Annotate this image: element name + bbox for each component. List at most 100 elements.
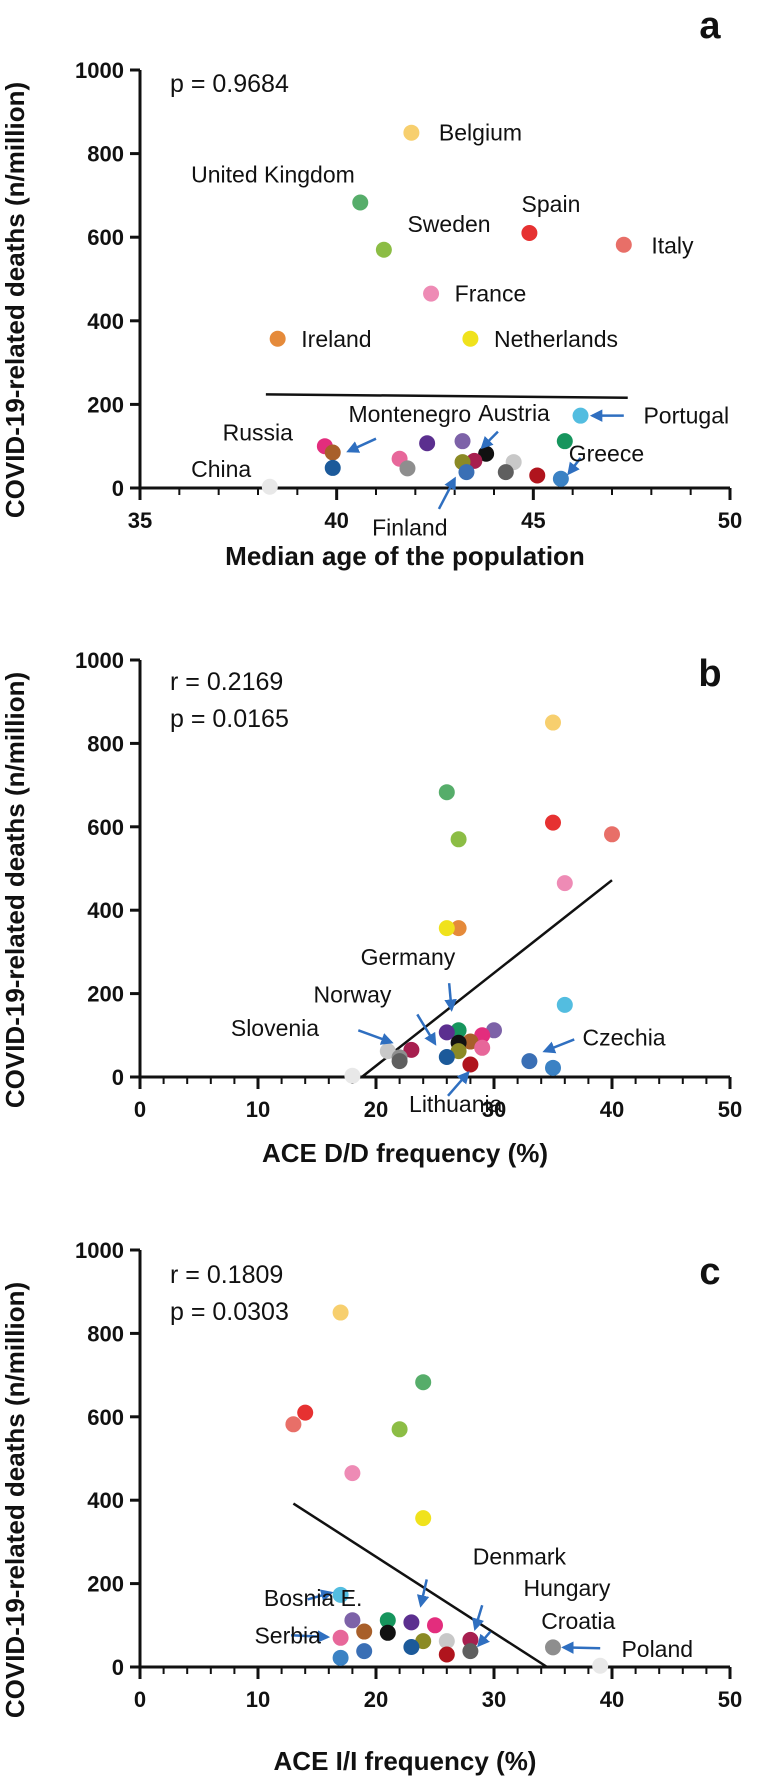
data-point — [556, 875, 573, 892]
data-point — [462, 330, 479, 347]
stat-line-a-1: p = 0.9684 — [170, 70, 289, 98]
regression-line — [361, 879, 613, 1078]
axes-c: 0 200 400 600 800 1000 0 10 20 30 40 50 — [75, 1238, 742, 1712]
data-point — [462, 1631, 479, 1648]
data-point — [419, 435, 436, 452]
data-point — [344, 1612, 361, 1629]
y-tick-label: 200 — [87, 982, 124, 1007]
y-tick-label: 0 — [112, 476, 124, 501]
stat-line-c-2: p = 0.0303 — [170, 1298, 289, 1326]
annotation-arrow — [357, 1029, 394, 1045]
x-tick-label: 35 — [128, 508, 152, 533]
country-label: United Kingdom — [191, 162, 355, 188]
country-label: Italy — [651, 233, 694, 259]
annotation-arrow — [346, 437, 377, 453]
data-point — [403, 124, 420, 141]
axes-a: 0 200 400 600 800 1000 35 40 45 50 — [75, 58, 742, 533]
country-label: Netherlands — [494, 326, 618, 352]
data-point — [450, 920, 467, 937]
annotation-arrows-a — [346, 409, 624, 510]
y-tick-label: 800 — [87, 1321, 124, 1346]
y-tick-label: 200 — [87, 392, 124, 417]
data-point — [269, 330, 286, 347]
annotation-arrow — [477, 1630, 492, 1648]
annotation-arrow — [416, 1013, 437, 1046]
annotation-arrow — [416, 1579, 430, 1608]
data-point — [552, 470, 569, 487]
data-point — [474, 1027, 491, 1044]
regression-line — [265, 393, 628, 399]
x-tick-label: 45 — [521, 508, 545, 533]
y-axis-title-b: COVID-19-related deaths (n/million) — [0, 672, 30, 1108]
annotation-arrow — [447, 1070, 470, 1097]
data-point — [462, 1056, 479, 1073]
data-point — [521, 1053, 538, 1070]
stat-line-b-1: r = 0.2169 — [170, 668, 283, 696]
data-point — [521, 225, 538, 242]
y-tick-label: 600 — [87, 225, 124, 250]
x-tick-label: 50 — [718, 1687, 742, 1712]
y-tick-label: 800 — [87, 731, 124, 756]
country-label: Greece — [569, 441, 644, 467]
country-label: Poland — [621, 1636, 693, 1662]
panel-letter-c: c — [699, 1251, 720, 1293]
data-point — [450, 1043, 467, 1060]
annotation-arrow — [307, 1589, 334, 1602]
x-axis-title-c: ACE I/I frequency (%) — [274, 1746, 537, 1776]
x-tick-label: 20 — [364, 1687, 388, 1712]
data-point — [615, 236, 632, 253]
data-point — [324, 444, 341, 461]
country-label: Serbia — [254, 1623, 321, 1649]
data-point — [375, 241, 392, 258]
data-point — [450, 831, 467, 848]
trendline-b — [361, 879, 613, 1078]
annotation-arrows-b — [357, 983, 575, 1097]
data-point — [462, 1033, 479, 1050]
data-point — [545, 814, 561, 831]
country-label: France — [455, 281, 527, 307]
data-point — [556, 433, 573, 450]
y-tick-label: 0 — [112, 1065, 124, 1090]
x-tick-label: 30 — [482, 1097, 506, 1122]
country-label: Russia — [223, 419, 294, 445]
data-point — [556, 996, 573, 1013]
annotation-arrow — [567, 457, 582, 476]
points-a — [261, 124, 632, 495]
data-point — [415, 1510, 432, 1527]
x-tick-label: 40 — [600, 1687, 624, 1712]
x-tick-label: 10 — [246, 1097, 270, 1122]
data-point — [545, 1059, 561, 1076]
x-axis-title-a: Median age of the population — [225, 541, 585, 571]
y-tick-label: 1000 — [75, 648, 124, 673]
points-c — [285, 1304, 609, 1674]
data-point — [497, 464, 514, 481]
country-label: Sweden — [407, 211, 490, 237]
y-tick-label: 400 — [87, 1488, 124, 1513]
data-point — [427, 1617, 443, 1634]
data-point — [529, 467, 546, 484]
data-point — [285, 1416, 302, 1433]
data-point — [332, 1304, 349, 1321]
regression-line — [292, 1502, 548, 1669]
x-tick-label: 30 — [482, 1687, 506, 1712]
country-label: Croatia — [541, 1608, 615, 1634]
x-tick-label: 50 — [718, 1097, 742, 1122]
data-point — [545, 714, 561, 731]
data-point — [454, 433, 471, 450]
data-point — [450, 1022, 467, 1039]
country-label: Norway — [313, 981, 391, 1007]
data-point — [391, 1053, 408, 1070]
y-tick-label: 400 — [87, 898, 124, 923]
country-label: Montenegro — [348, 401, 471, 427]
annotation-arrows-c — [290, 1579, 601, 1654]
y-axis-title-c: COVID-19-related deaths (n/million) — [0, 1282, 30, 1718]
panel-b: b COVID-19-related deaths (n/million) AC… — [0, 648, 742, 1168]
annotation-arrow — [472, 1604, 485, 1632]
data-point — [379, 1624, 396, 1641]
annotation-arrow — [542, 1038, 575, 1054]
x-axis-title-b: ACE D/D frequency (%) — [262, 1138, 548, 1168]
country-labels-a: Belgium United Kingdom Sweden Spain Italy Fra… — [191, 120, 729, 541]
panel-a: a COVID-19-related deaths (n/million) Me… — [0, 5, 742, 571]
data-point — [332, 1586, 349, 1603]
y-tick-label: 400 — [87, 309, 124, 334]
